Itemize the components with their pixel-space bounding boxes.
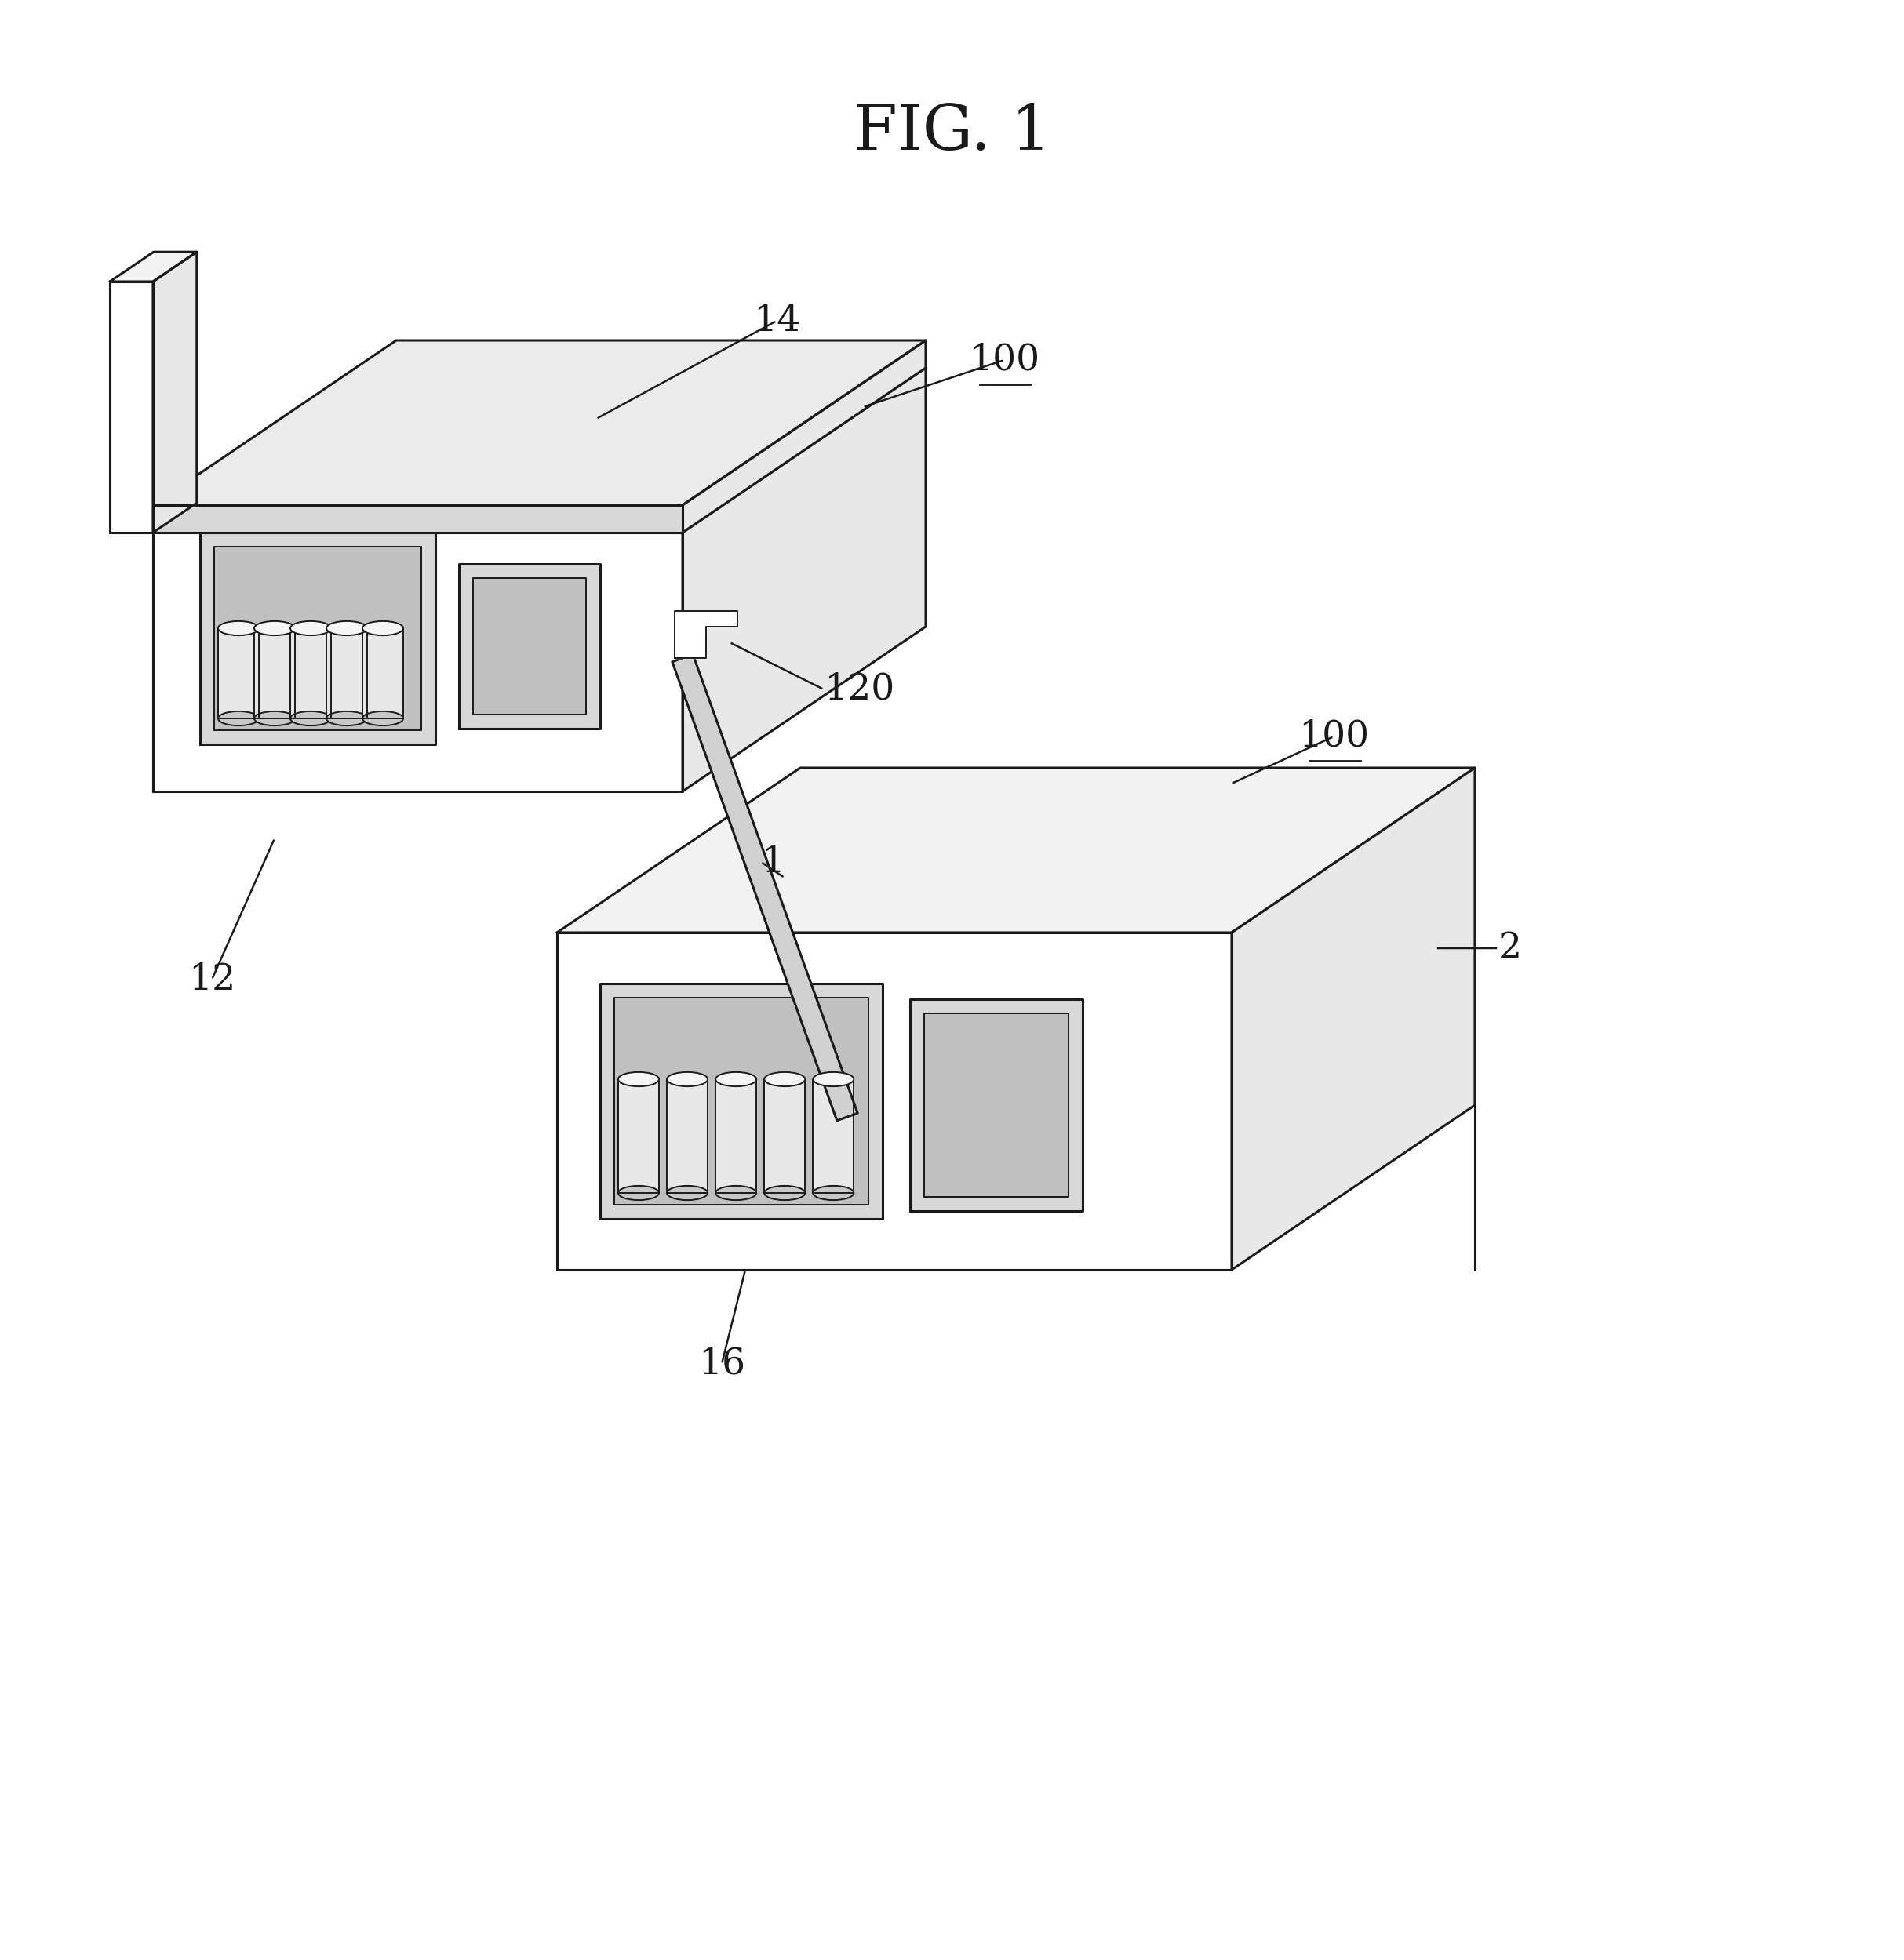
Ellipse shape (813, 1072, 853, 1086)
Polygon shape (1232, 768, 1476, 1270)
Polygon shape (152, 368, 925, 533)
Text: 1: 1 (762, 845, 784, 880)
Polygon shape (472, 578, 586, 715)
Polygon shape (110, 282, 152, 533)
Polygon shape (672, 655, 857, 1121)
Ellipse shape (253, 711, 295, 725)
Polygon shape (152, 533, 682, 792)
Polygon shape (219, 629, 259, 719)
Ellipse shape (362, 621, 404, 635)
Ellipse shape (716, 1186, 756, 1200)
Polygon shape (289, 629, 331, 719)
Ellipse shape (326, 621, 367, 635)
Polygon shape (110, 253, 196, 282)
Ellipse shape (219, 711, 259, 725)
Ellipse shape (289, 621, 331, 635)
Polygon shape (558, 768, 1476, 933)
Text: FIG. 1: FIG. 1 (853, 102, 1051, 163)
Text: 2: 2 (1498, 931, 1521, 966)
Polygon shape (813, 1080, 853, 1194)
Polygon shape (682, 368, 925, 792)
Polygon shape (152, 506, 682, 533)
Polygon shape (682, 341, 925, 533)
Polygon shape (253, 629, 295, 719)
Ellipse shape (326, 711, 367, 725)
Polygon shape (459, 564, 600, 729)
Text: 120: 120 (824, 672, 895, 708)
Polygon shape (326, 629, 367, 719)
Polygon shape (716, 1080, 756, 1194)
Polygon shape (764, 1080, 805, 1194)
Ellipse shape (362, 711, 404, 725)
Polygon shape (213, 547, 421, 731)
Text: 16: 16 (699, 1347, 744, 1382)
Polygon shape (923, 1013, 1068, 1198)
Ellipse shape (813, 1186, 853, 1200)
Ellipse shape (666, 1072, 708, 1086)
Ellipse shape (716, 1072, 756, 1086)
Text: 12: 12 (188, 962, 236, 998)
Ellipse shape (289, 711, 331, 725)
Ellipse shape (253, 621, 295, 635)
Polygon shape (152, 253, 196, 533)
Polygon shape (600, 984, 883, 1219)
Text: 100: 100 (1299, 719, 1369, 755)
Ellipse shape (619, 1072, 659, 1086)
Polygon shape (674, 612, 737, 659)
Polygon shape (619, 1080, 659, 1194)
Text: 100: 100 (969, 343, 1040, 378)
Polygon shape (558, 933, 1232, 1270)
Ellipse shape (764, 1186, 805, 1200)
Ellipse shape (619, 1186, 659, 1200)
Polygon shape (910, 1000, 1083, 1211)
Ellipse shape (764, 1072, 805, 1086)
Ellipse shape (666, 1186, 708, 1200)
Polygon shape (615, 998, 868, 1205)
Ellipse shape (219, 621, 259, 635)
Polygon shape (362, 629, 404, 719)
Polygon shape (666, 1080, 708, 1194)
Polygon shape (152, 341, 925, 506)
Text: 14: 14 (752, 304, 800, 339)
Polygon shape (200, 533, 436, 745)
